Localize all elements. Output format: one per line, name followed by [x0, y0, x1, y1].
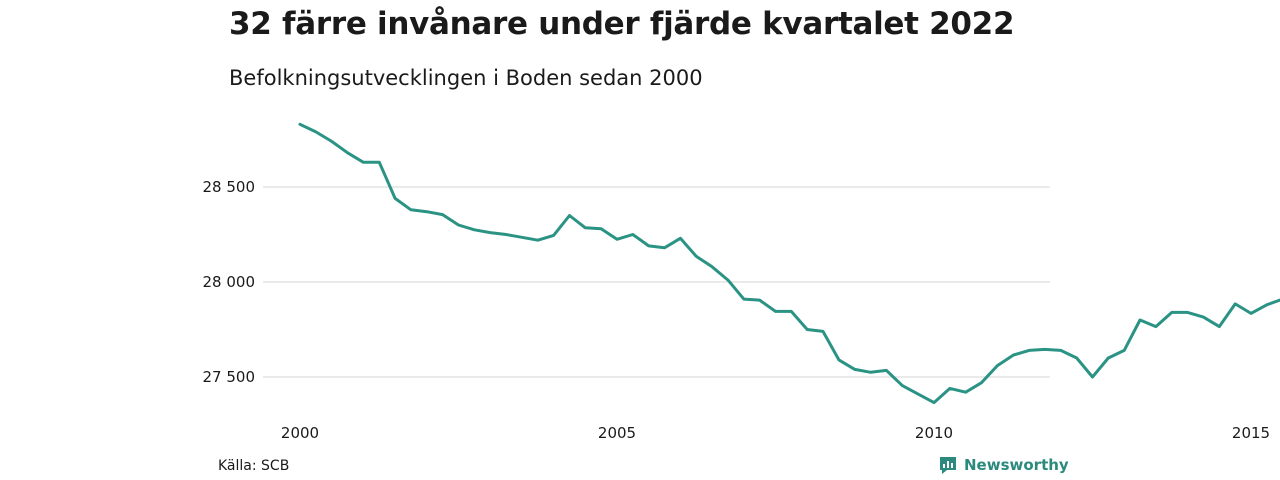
series-line: [298, 122, 1280, 405]
series-layer: [298, 122, 1280, 405]
chart-title: 32 färre invånare under fjärde kvartalet…: [229, 6, 1015, 42]
gridlines: [263, 186, 1050, 378]
bar-chart-logo-icon: [940, 457, 956, 474]
brand-logo: Newsworthy: [938, 455, 1069, 475]
x-tick-label: 2010: [915, 424, 953, 442]
brand-name: Newsworthy: [964, 456, 1069, 474]
y-tick-label: 28 000: [203, 273, 256, 291]
x-tick-label: 2005: [598, 424, 636, 442]
x-axis-tick-labels: 20002005201020152020: [281, 424, 1270, 442]
x-tick-label: 2015: [1232, 424, 1270, 442]
y-axis-tick-labels: 27 500 28 000 28 500: [203, 178, 256, 386]
x-tick-label: 2000: [281, 424, 319, 442]
source-note: Källa: SCB: [218, 458, 290, 474]
y-tick-label: 27 500: [203, 368, 256, 386]
chart-subtitle: Befolkningsutvecklingen i Boden sedan 20…: [229, 66, 703, 90]
y-tick-label: 28 500: [203, 178, 256, 196]
